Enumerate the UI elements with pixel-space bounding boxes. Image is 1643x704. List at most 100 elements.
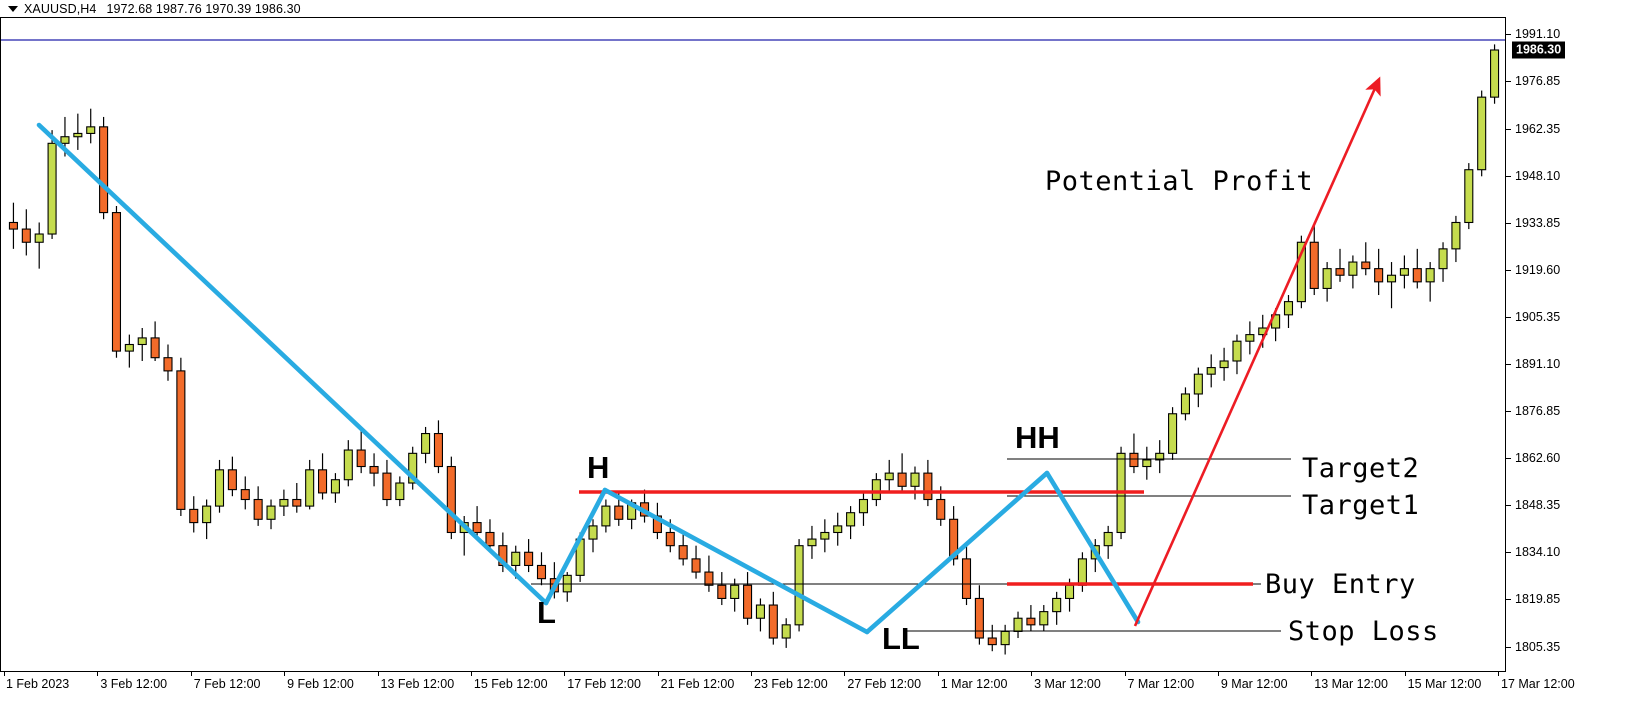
candle-body — [395, 482, 405, 501]
time-tick — [564, 672, 566, 676]
candle-body — [755, 604, 765, 619]
time-tick — [657, 672, 659, 676]
candle-body — [923, 472, 933, 501]
candle-body — [575, 538, 585, 576]
candle-body — [1322, 268, 1332, 289]
candle-body — [768, 604, 778, 639]
candle-body — [356, 449, 366, 468]
time-tick — [4, 672, 5, 676]
candle-body — [794, 545, 804, 626]
buy-entry-label: Buy Entry — [1265, 569, 1416, 600]
price-axis-label: 1862.60 — [1515, 450, 1561, 465]
candle-body — [86, 126, 96, 134]
time-axis[interactable]: 1 Feb 2023 3 Feb 12:00 7 Feb 12:00 9 Feb 12… — [0, 672, 1643, 704]
candle-body — [588, 525, 598, 540]
candle-body — [292, 498, 302, 507]
time-axis-label: 15 Feb 12:00 — [473, 677, 548, 691]
candle-body — [1271, 314, 1281, 329]
price-axis-label: 1948.10 — [1515, 168, 1561, 183]
candle-body — [446, 465, 456, 534]
candle-body — [743, 584, 753, 619]
potential-profit-label: Potential Profit — [1045, 166, 1314, 197]
candle-body — [1013, 617, 1023, 632]
candle-body — [1168, 413, 1178, 454]
candle-body — [511, 551, 521, 567]
time-axis-label: 21 Feb 12:00 — [660, 677, 735, 691]
candle-body — [691, 558, 701, 573]
candle-body — [1335, 268, 1345, 276]
price-tick — [1506, 175, 1511, 177]
target2-label: Target2 — [1302, 453, 1420, 484]
candle-body — [1245, 334, 1255, 342]
price-tick — [1506, 363, 1511, 365]
price-axis-label: 1933.85 — [1515, 215, 1561, 230]
candle-body — [1065, 584, 1075, 599]
swing-lower-low-label: LL — [882, 621, 920, 656]
price-tick — [1506, 81, 1511, 83]
candle-body — [704, 571, 714, 586]
chart-plot-area[interactable]: Potential Profit Target2 Target1 Buy Ent… — [0, 17, 1506, 672]
candle-body — [1296, 241, 1306, 303]
price-axis-label: 1834.10 — [1515, 544, 1561, 559]
price-axis-label: 1976.85 — [1515, 74, 1561, 89]
candle-body — [498, 545, 508, 567]
candle-body — [936, 498, 946, 520]
candle-body — [871, 479, 881, 501]
swing-higher-high-label: HH — [1015, 420, 1060, 455]
time-axis-label: 13 Mar 12:00 — [1314, 677, 1388, 691]
time-axis-label: 1 Mar 12:00 — [940, 677, 1008, 691]
time-axis-label: 7 Feb 12:00 — [193, 677, 261, 691]
candle-body — [601, 505, 611, 527]
time-axis-label: 15 Mar 12:00 — [1407, 677, 1482, 691]
candle-body — [1374, 268, 1384, 283]
price-tick — [1506, 269, 1511, 271]
downtrend-line-1 — [36, 122, 549, 606]
time-tick — [937, 672, 939, 676]
candle-body — [253, 498, 263, 520]
candle-body — [1077, 558, 1087, 586]
price-tick — [1506, 128, 1511, 130]
price-tick — [1506, 551, 1511, 553]
triangle-down-icon[interactable] — [8, 5, 18, 12]
time-tick — [284, 672, 286, 676]
downtrend-line-h-to-ll — [602, 487, 870, 635]
candle-body — [227, 469, 237, 491]
pullback-line-hh-to-entry — [1044, 470, 1141, 625]
candle-body — [1039, 611, 1049, 626]
time-axis-label: 1 Feb 2023 — [6, 677, 70, 691]
candle-body — [266, 505, 276, 520]
candle-body — [1026, 617, 1036, 626]
candle-body — [524, 551, 534, 567]
candle-body — [1361, 261, 1371, 270]
candle-body — [1090, 545, 1100, 560]
candle-body — [1219, 360, 1229, 369]
target1-label: Target1 — [1302, 490, 1420, 521]
candle-body — [176, 370, 186, 510]
candle-body — [369, 465, 379, 474]
candle-body — [124, 343, 134, 352]
candle-body — [73, 132, 83, 138]
candle-body — [1477, 96, 1487, 171]
price-axis[interactable]: 1991.10 1976.85 1962.35 1948.10 1933.85 1919.… — [1506, 17, 1643, 672]
time-tick — [844, 672, 846, 676]
price-axis-label: 1891.10 — [1515, 356, 1561, 371]
candle-body — [1386, 274, 1397, 283]
price-tick — [1506, 457, 1511, 459]
candle-body — [1052, 597, 1062, 613]
price-axis-label: 1876.85 — [1515, 403, 1561, 418]
candle-body — [47, 142, 57, 235]
time-tick — [1404, 672, 1406, 676]
candle-body — [1451, 221, 1461, 250]
candle-body — [1309, 241, 1319, 289]
candle-body — [820, 531, 830, 540]
candle-body — [137, 337, 147, 346]
candle-body — [639, 502, 650, 517]
swing-up-line-l-to-h — [543, 487, 608, 606]
time-tick — [751, 672, 752, 676]
price-tick — [1506, 316, 1511, 318]
candle-body — [1232, 340, 1242, 362]
candle-body — [1142, 459, 1152, 468]
stop-loss-label: Stop Loss — [1288, 616, 1439, 647]
swing-low-label: L — [537, 595, 556, 630]
candle-body — [730, 584, 740, 599]
